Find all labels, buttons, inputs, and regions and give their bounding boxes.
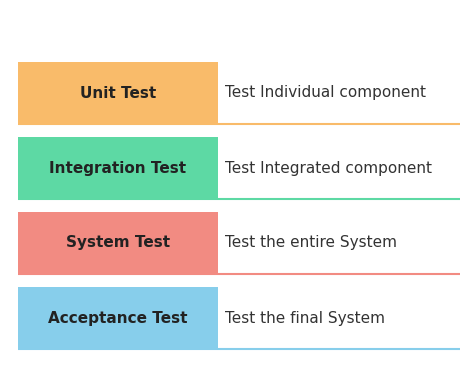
Text: Acceptance Test: Acceptance Test bbox=[48, 311, 188, 326]
Text: Integration Test: Integration Test bbox=[49, 161, 187, 175]
Text: Test the entire System: Test the entire System bbox=[225, 235, 397, 250]
Text: Test the final System: Test the final System bbox=[225, 311, 385, 326]
Text: System Test: System Test bbox=[66, 235, 170, 250]
Text: Unit Test: Unit Test bbox=[80, 86, 156, 101]
Bar bbox=[18, 287, 218, 349]
Bar bbox=[18, 137, 218, 199]
Text: Test Individual component: Test Individual component bbox=[225, 86, 426, 101]
Text: Test Integrated component: Test Integrated component bbox=[225, 161, 432, 175]
Bar bbox=[18, 62, 218, 124]
Bar bbox=[18, 212, 218, 274]
